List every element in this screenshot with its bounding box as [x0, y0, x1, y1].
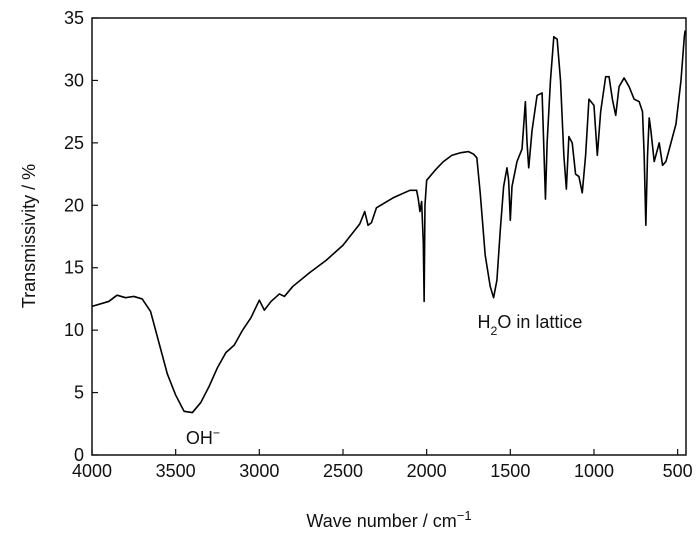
x-tick-label: 500 — [663, 461, 693, 481]
x-tick-label: 2000 — [407, 461, 447, 481]
x-tick-label: 4000 — [72, 461, 112, 481]
x-tick-label: 1500 — [490, 461, 530, 481]
annotation-part: 2 — [491, 324, 498, 338]
y-axis-label: Transmissivity / % — [19, 164, 39, 308]
y-tick-label: 5 — [74, 383, 84, 403]
y-tick-label: 20 — [64, 195, 84, 215]
x-axis-label-part: −1 — [457, 508, 472, 523]
y-tick-label: 10 — [64, 320, 84, 340]
y-tick-label: 15 — [64, 258, 84, 278]
annotation-part: − — [213, 426, 220, 440]
plot-frame — [91, 17, 687, 456]
y-tick-label: 30 — [64, 70, 84, 90]
x-tick-label: 3500 — [156, 461, 196, 481]
y-tick-label: 0 — [74, 445, 84, 465]
x-axis-label: Wave number / cm−1 — [306, 508, 471, 532]
x-tick-label: 3000 — [239, 461, 279, 481]
annotation-part: O in lattice — [497, 312, 582, 332]
y-tick-label: 25 — [64, 133, 84, 153]
spectrum-line — [91, 30, 686, 414]
x-tick-label: 1000 — [574, 461, 614, 481]
annotation: OH− — [186, 426, 220, 448]
y-tick-label: 35 — [64, 8, 84, 28]
annotation: H2O in lattice — [478, 312, 583, 338]
x-tick-label: 2500 — [323, 461, 363, 481]
x-axis-label-part: Wave number / cm — [306, 511, 456, 531]
annotation-part: H — [478, 312, 491, 332]
annotation-part: OH — [186, 428, 213, 448]
